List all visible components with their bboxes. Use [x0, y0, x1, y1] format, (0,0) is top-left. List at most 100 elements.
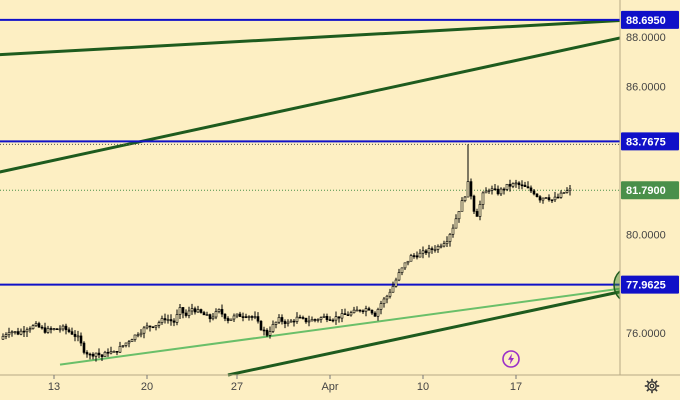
candle-body [469, 181, 473, 197]
candle-body [427, 248, 431, 254]
candle-body [391, 286, 395, 293]
candle-body [376, 309, 380, 317]
candle-body [166, 319, 170, 321]
candle-body [379, 303, 383, 310]
candle-body [364, 308, 368, 312]
candle-body [550, 199, 554, 202]
candle-body [349, 312, 353, 316]
candle-body [403, 262, 407, 269]
candle-body [310, 319, 314, 322]
candle-body [475, 211, 479, 217]
candle-body [49, 328, 53, 330]
candle-body [169, 319, 173, 322]
candle-body [484, 190, 488, 194]
candle-body [562, 192, 566, 194]
trendline-upper[interactable] [0, 15, 680, 57]
candle-body [337, 316, 341, 319]
candle-body [361, 310, 365, 313]
candle-body [481, 192, 485, 205]
candle-body [151, 326, 155, 328]
candle-body [214, 311, 218, 318]
candle-body [556, 196, 560, 199]
candle-body [394, 279, 398, 287]
candle-body [106, 351, 110, 354]
lightning-icon[interactable] [502, 350, 520, 368]
candle-body [97, 352, 101, 356]
candle-body [205, 314, 209, 316]
candle-body [457, 211, 461, 220]
candle-body [94, 352, 98, 357]
candle-body [568, 188, 572, 192]
price-tick-label: 88.0000 [626, 32, 666, 44]
price-tick-label: 86.0000 [626, 81, 666, 93]
candle-body [238, 313, 242, 317]
candle-body [160, 318, 164, 323]
candle-body [148, 325, 152, 328]
time-tick-label: 27 [231, 381, 243, 393]
candle-body [196, 309, 200, 313]
candle-body [274, 321, 278, 325]
candle-body [40, 326, 44, 329]
candle-body [346, 314, 350, 316]
candle-body [133, 334, 137, 340]
candle-body [241, 316, 245, 318]
candle-body [385, 295, 389, 300]
candle-body [208, 314, 212, 320]
candle-body [247, 316, 251, 318]
time-tick-label: 17 [510, 381, 522, 393]
candle-body [544, 197, 548, 199]
candle-body [559, 192, 563, 198]
last-price-badge-background [621, 181, 679, 200]
candle-body [445, 241, 449, 244]
candle-body [220, 309, 224, 315]
candle-body [472, 195, 476, 212]
horizontal-levels [0, 18, 620, 286]
last-price-badge: 81.7900 [626, 185, 666, 197]
candle-body [532, 190, 536, 195]
candle-body [409, 255, 413, 262]
candle-body [211, 316, 215, 320]
candle-body [370, 309, 374, 314]
trendline-middle[interactable] [0, 22, 680, 175]
candle-body [139, 332, 143, 336]
level-badge-background [621, 132, 679, 151]
candle-body [16, 331, 20, 335]
candle-body [538, 196, 542, 201]
candle-body [79, 335, 83, 344]
candle-body [31, 325, 35, 329]
candle-body [286, 321, 290, 324]
candle-body [193, 308, 197, 313]
candle-body [295, 316, 299, 322]
candle-body [466, 181, 470, 198]
candle-body [85, 352, 89, 355]
price-badges: 88.6950 83.7675 77.9625 81.7900 [621, 10, 679, 294]
candle-body [499, 188, 503, 195]
candle-body [343, 313, 347, 315]
candle-body [268, 331, 272, 336]
candle-body [202, 312, 206, 316]
candle-body [7, 332, 11, 335]
candle-body [199, 309, 203, 313]
dotted-lines [0, 143, 620, 191]
candle-body [511, 183, 515, 187]
candle-body [250, 316, 254, 318]
candle-body [541, 197, 545, 201]
time-tick-label: 20 [141, 381, 153, 393]
candle-body [448, 233, 452, 242]
candle-body [88, 353, 92, 356]
gear-icon[interactable] [644, 378, 660, 394]
trendline-lower-light[interactable] [59, 279, 680, 366]
candle-body [37, 323, 41, 328]
trendline-lower-dark[interactable] [227, 276, 680, 377]
candle-body [28, 328, 32, 331]
candle-body [388, 291, 392, 297]
candle-body [436, 246, 440, 250]
candle-body [508, 183, 512, 187]
candle-body [382, 298, 386, 304]
candle-body [172, 320, 176, 323]
candle-body [307, 320, 311, 323]
candle-body [175, 314, 179, 323]
candle-body [271, 324, 275, 332]
candle-body [277, 317, 281, 323]
